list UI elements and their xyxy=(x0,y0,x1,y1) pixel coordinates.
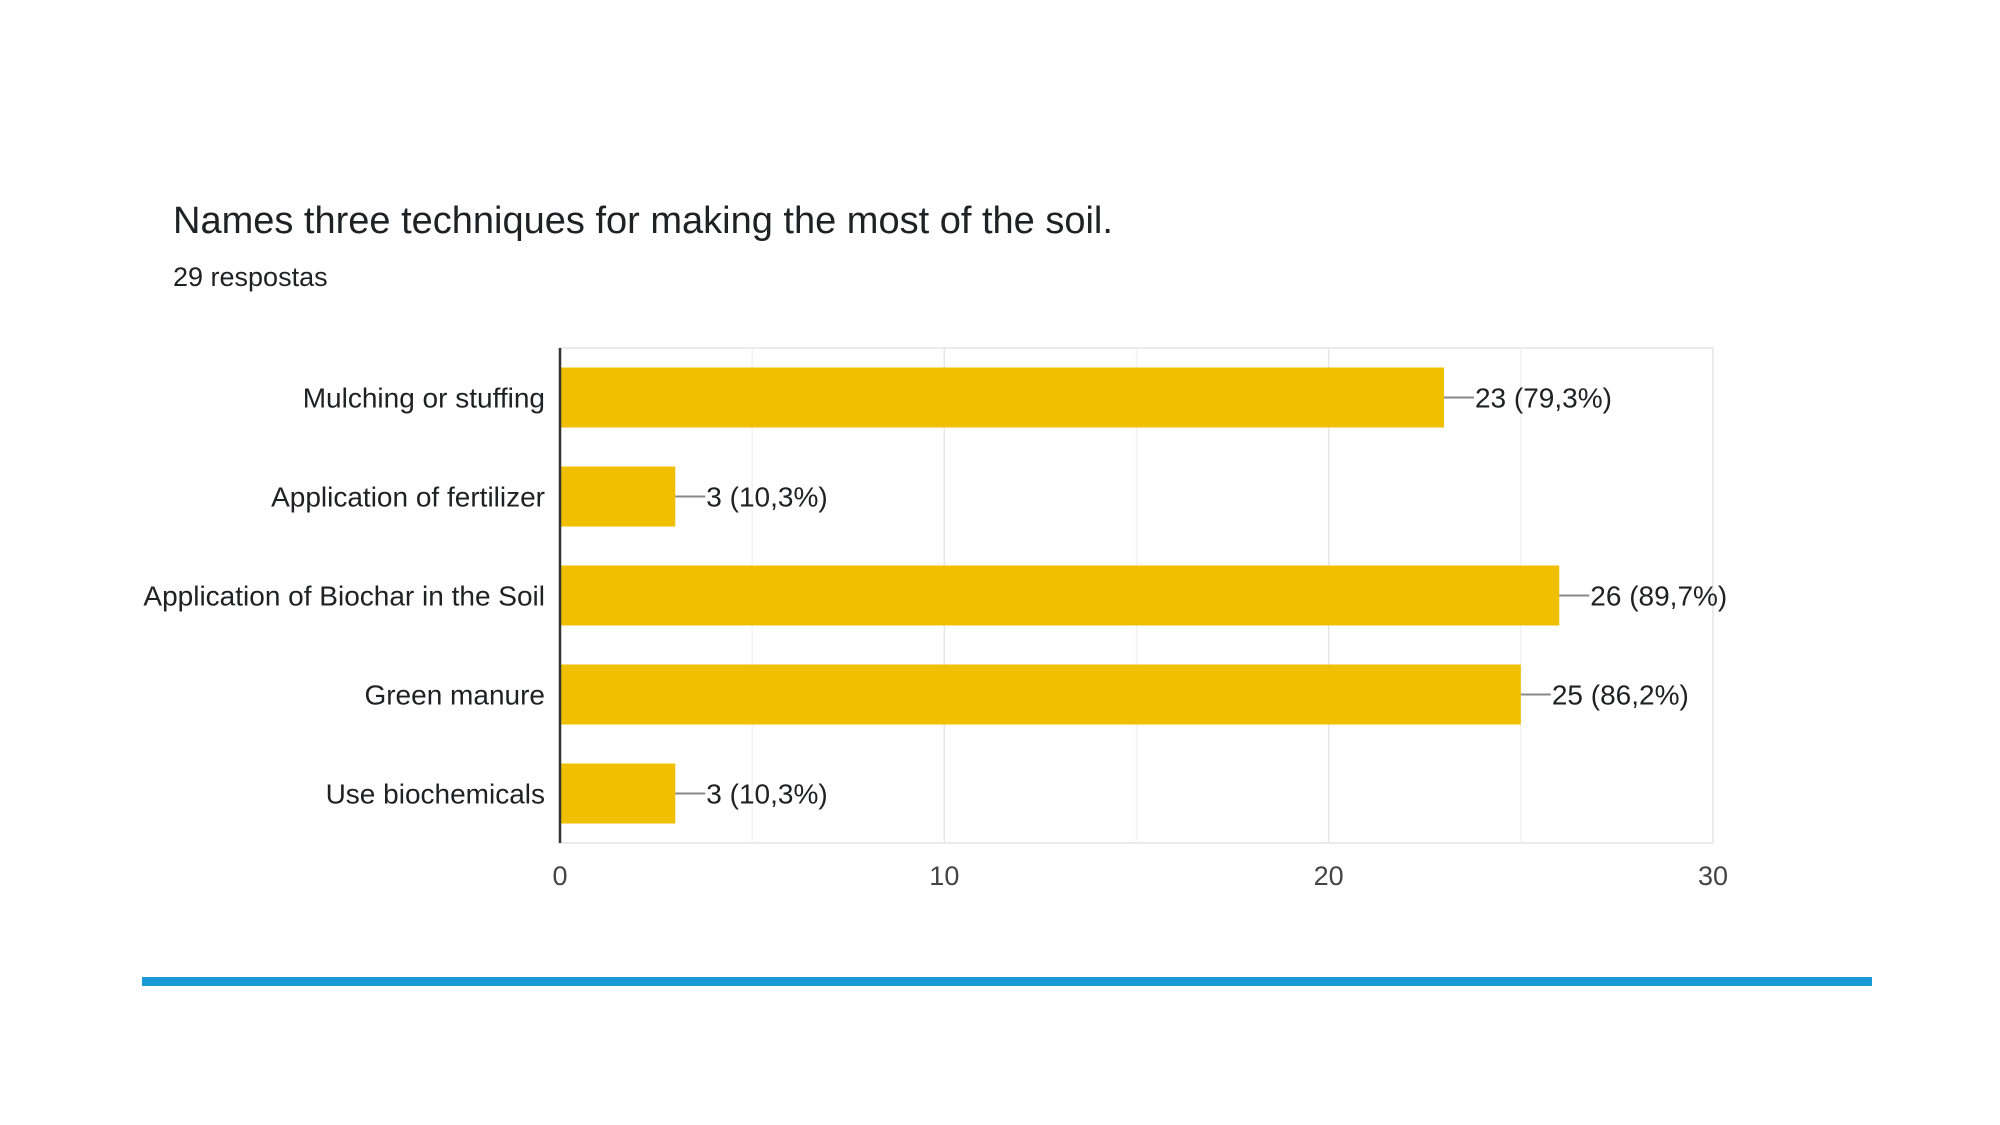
data-label: 26 (89,7%) xyxy=(1590,581,1727,612)
data-label: 23 (79,3%) xyxy=(1475,383,1612,414)
response-count: 29 respostas xyxy=(173,262,328,292)
category-label: Application of Biochar in the Soil xyxy=(143,581,545,612)
category-label: Mulching or stuffing xyxy=(303,383,545,414)
category-label: Application of fertilizer xyxy=(271,482,545,513)
x-tick-label: 0 xyxy=(552,861,567,891)
data-label: 3 (10,3%) xyxy=(706,779,827,810)
x-tick-label: 10 xyxy=(929,861,959,891)
bar xyxy=(560,763,676,824)
bar xyxy=(560,565,1560,626)
category-label: Green manure xyxy=(364,680,545,711)
divider-rule xyxy=(142,977,1872,986)
data-label: 3 (10,3%) xyxy=(706,482,827,513)
bar xyxy=(560,664,1521,725)
data-label: 25 (86,2%) xyxy=(1552,680,1689,711)
bar xyxy=(560,367,1444,428)
category-label: Use biochemicals xyxy=(326,779,545,810)
question-title: Names three techniques for making the mo… xyxy=(173,200,1113,242)
bar xyxy=(560,466,676,527)
x-tick-label: 30 xyxy=(1698,861,1728,891)
x-tick-label: 20 xyxy=(1314,861,1344,891)
